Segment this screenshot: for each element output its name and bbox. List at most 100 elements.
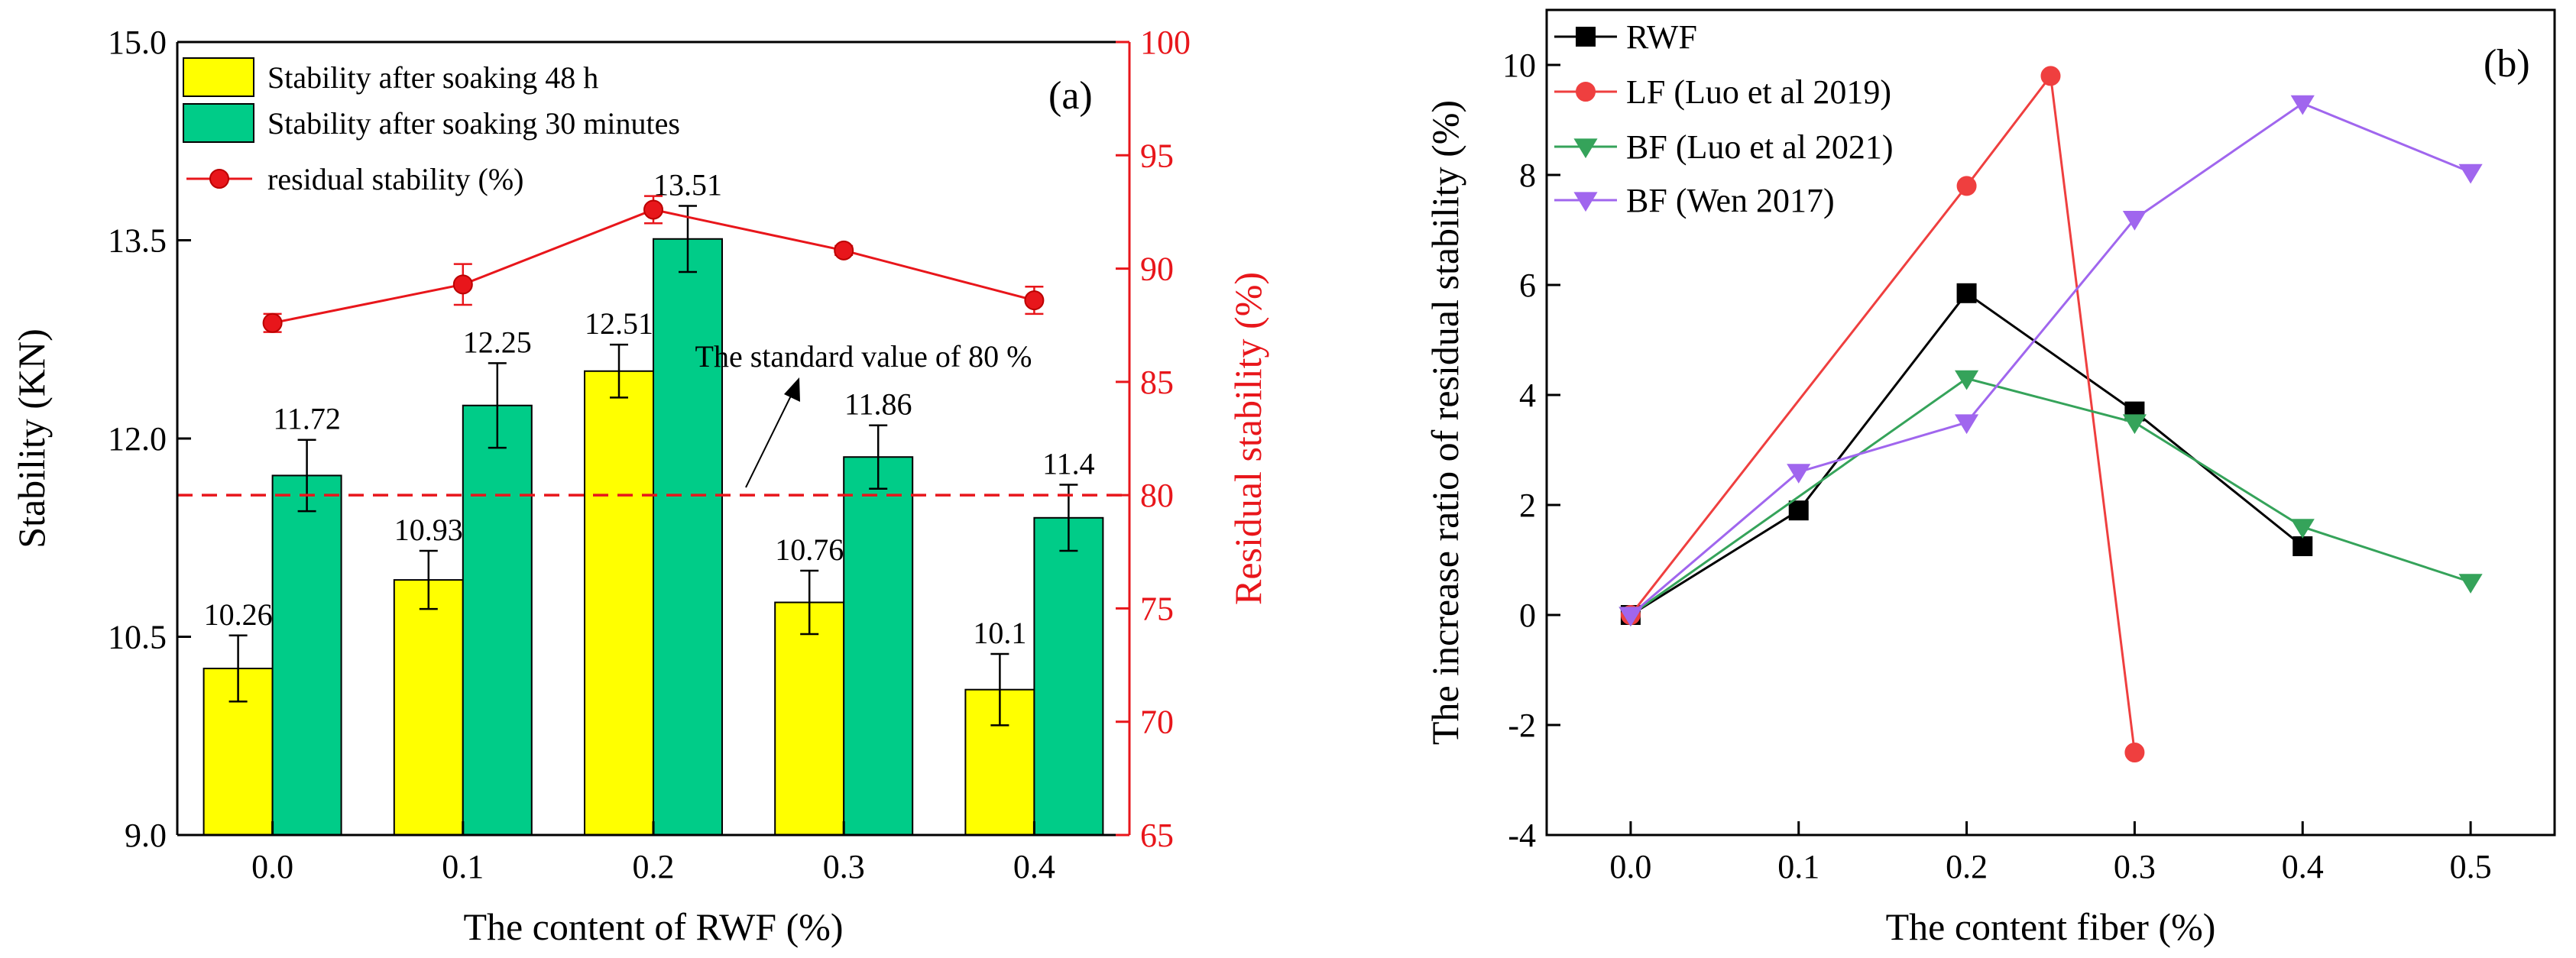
panel-label-b: (b) — [2484, 42, 2530, 86]
series-1-point-1 — [1956, 176, 1977, 196]
bar-30min-1 — [462, 404, 533, 836]
x-tick-label: 0.5 — [2450, 848, 2492, 885]
series-0-point-1 — [1788, 500, 1809, 521]
bar-30min-3 — [843, 456, 914, 836]
x-tick-label: 0.4 — [2282, 848, 2324, 885]
series-3-point-4 — [2290, 95, 2315, 115]
series-2-point-2 — [2122, 414, 2147, 435]
x-tick-label: 0.0 — [1609, 848, 1651, 885]
series-2-point-3 — [2290, 519, 2315, 539]
y-tick-label: -4 — [1508, 817, 1536, 854]
y-tick-label: 0 — [1519, 597, 1536, 634]
x-axis-title: The content fiber (%) — [1886, 905, 2216, 948]
series-line-1 — [1629, 73, 2136, 753]
legend-label: Stability after soaking 30 minutes — [267, 106, 680, 141]
data-label: 10.76 — [775, 532, 844, 567]
y-axis-title: The increase ratio of residual stability… — [1424, 100, 1466, 745]
series-3-point-0 — [1619, 607, 1643, 627]
y-tick-label: 13.5 — [108, 222, 167, 260]
series-0-point-2 — [1956, 283, 1977, 303]
y-tick-label: 10 — [1502, 47, 1536, 84]
residual-point-1 — [452, 274, 473, 295]
residual-point-2 — [643, 199, 663, 220]
y-tick-label: 15.0 — [108, 24, 167, 61]
series-3-point-3 — [2122, 211, 2147, 231]
data-label: 10.26 — [204, 597, 273, 632]
y2-tick-label: 70 — [1140, 704, 1174, 741]
panel-label-a: (a) — [1048, 74, 1093, 118]
data-label: 11.4 — [1042, 447, 1095, 481]
legend-swatch-48h — [183, 57, 254, 97]
y2-tick-label: 85 — [1140, 364, 1174, 401]
bar-48h-2 — [584, 370, 654, 836]
y-tick-label: -2 — [1508, 707, 1536, 744]
y-tick-label: 10.5 — [108, 619, 167, 656]
series-1-point-2 — [2040, 66, 2061, 86]
data-label: 11.86 — [844, 387, 912, 422]
plot-frame — [1545, 8, 2556, 837]
data-label: 12.25 — [463, 325, 532, 359]
legend-label: BF (Wen 2017) — [1626, 182, 1835, 219]
annotation-arrow-head — [784, 377, 800, 402]
y2-tick-label: 65 — [1140, 817, 1174, 854]
y2-tick-label: 100 — [1140, 24, 1191, 61]
x-tick-label: 0.2 — [633, 848, 675, 885]
data-label: 12.51 — [585, 306, 653, 341]
x-tick-label: 0.1 — [442, 848, 484, 885]
y2-tick-label: 95 — [1140, 137, 1174, 174]
series-line-0 — [1630, 291, 2304, 617]
legend-label: RWF — [1626, 18, 1697, 56]
chart-a: 10.2610.9312.5110.7610.111.7212.2513.511… — [10, 24, 1269, 948]
y-tick-label: 9.0 — [125, 817, 167, 854]
legend-label: Stability after soaking 48 h — [267, 60, 598, 95]
bar-30min-2 — [653, 238, 723, 836]
series-0-point-4 — [2292, 536, 2313, 556]
data-label: 13.51 — [653, 168, 722, 202]
data-label: 11.72 — [273, 402, 341, 436]
legend-marker-residual — [209, 169, 229, 189]
residual-point-4 — [1024, 290, 1045, 311]
legend-label: residual stability (%) — [267, 162, 523, 196]
x-tick-label: 0.3 — [2114, 848, 2156, 885]
residual-point-0 — [262, 312, 283, 333]
x-tick-label: 0.1 — [1777, 848, 1819, 885]
y2-tick-label: 90 — [1140, 251, 1174, 288]
legend-marker-2 — [1573, 138, 1598, 159]
x-tick-label: 0.3 — [823, 848, 865, 885]
bar-48h-3 — [774, 601, 845, 837]
series-2-point-1 — [1955, 370, 1979, 390]
y-tick-label: 8 — [1519, 157, 1536, 194]
legend-label: BF (Luo et al 2021) — [1626, 128, 1894, 166]
series-3-point-1 — [1787, 464, 1811, 484]
data-label: 10.93 — [394, 513, 463, 547]
x-tick-label: 0.2 — [1946, 848, 1988, 885]
legend-label: LF (Luo et al 2019) — [1626, 73, 1891, 111]
legend-marker-1 — [1576, 82, 1596, 102]
y2-tick-label: 80 — [1140, 477, 1174, 514]
legend-marker-3 — [1573, 192, 1598, 212]
y2-tick-label: 75 — [1140, 590, 1174, 627]
series-3-point-5 — [2458, 163, 2483, 184]
series-3-point-2 — [1955, 414, 1979, 435]
bar-30min-4 — [1033, 516, 1104, 836]
bar-48h-1 — [393, 579, 464, 836]
chart-b: -4 -2 0 2 4 6 8 10 0.0 0.1 0.2 0.3 0.4 0.5 The content… — [1424, 8, 2556, 948]
data-label: 10.1 — [973, 616, 1026, 650]
annotation-arrow — [745, 387, 795, 488]
x-axis-title: The content of RWF (%) — [463, 905, 843, 948]
y-tick-label: 6 — [1519, 267, 1536, 304]
residual-point-3 — [834, 240, 854, 261]
x-tick-label: 0.0 — [251, 848, 293, 885]
y-axis-title: Stability (KN) — [10, 329, 53, 548]
bar-30min-0 — [271, 474, 342, 836]
y2-axis-title: Residual stability (%) — [1226, 272, 1269, 605]
reference-annotation: The standard value of 80 % — [695, 339, 1032, 374]
series-2-point-4 — [2458, 574, 2483, 594]
y-tick-label: 4 — [1519, 377, 1536, 414]
series-1-point-3 — [2124, 743, 2145, 762]
y-tick-label: 12.0 — [108, 420, 167, 458]
x-tick-label: 0.4 — [1013, 848, 1055, 885]
legend-swatch-30min — [183, 103, 254, 143]
legend-marker-0 — [1576, 27, 1596, 47]
